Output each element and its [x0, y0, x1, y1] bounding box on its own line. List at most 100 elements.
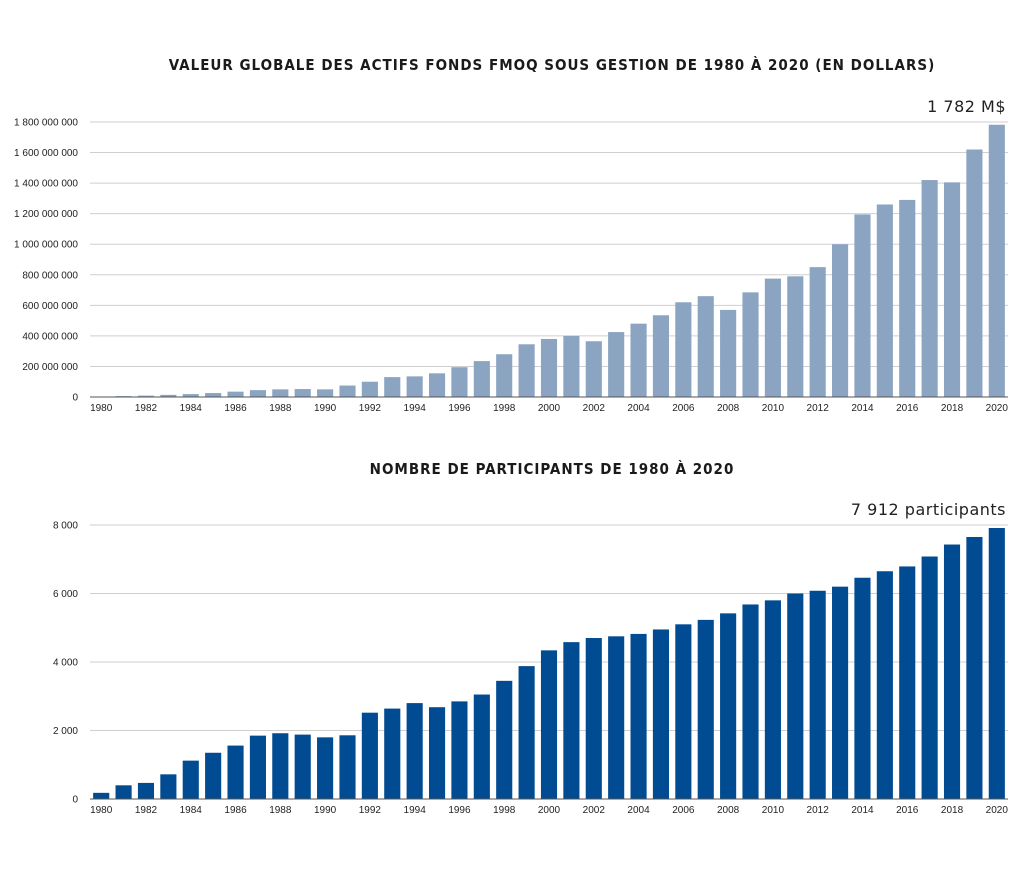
bar-1998	[496, 680, 513, 799]
bar-1986	[227, 391, 244, 397]
bar-1990	[317, 389, 334, 397]
bar-1981	[115, 785, 132, 799]
y-tick-label: 800 000 000	[22, 270, 78, 281]
bar-1992	[361, 381, 378, 397]
x-tick-label: 1992	[359, 805, 382, 816]
bar-1994	[406, 376, 423, 397]
y-tick-label: 400 000 000	[22, 331, 78, 342]
chart1-title: VALEUR GLOBALE DES ACTIFS FONDS FMOQ SOU…	[168, 56, 936, 74]
bar-1989	[294, 389, 311, 397]
y-tick-label: 200 000 000	[22, 362, 78, 373]
x-tick-label: 1984	[180, 805, 203, 816]
bar-1996	[451, 701, 468, 799]
x-tick-label: 2010	[762, 403, 785, 414]
bar-2009	[742, 604, 759, 799]
x-tick-label: 2012	[807, 805, 830, 816]
x-tick-label: 2016	[896, 403, 919, 414]
bar-1989	[294, 734, 311, 799]
x-tick-label: 1990	[314, 805, 337, 816]
bar-1982	[137, 782, 155, 799]
bar-1994	[406, 703, 423, 799]
bar-2013	[832, 244, 849, 397]
x-tick-label: 2000	[538, 805, 561, 816]
x-tick-label: 1996	[448, 403, 471, 414]
x-tick-label: 2002	[583, 403, 606, 414]
bar-1995	[428, 373, 446, 397]
bar-1983	[160, 774, 177, 799]
bar-1999	[518, 344, 535, 397]
x-tick-label: 1988	[269, 403, 292, 414]
y-tick-label: 4 000	[53, 658, 78, 669]
x-tick-label: 1982	[135, 403, 158, 414]
x-tick-label: 1998	[493, 403, 516, 414]
bar-2010	[764, 278, 781, 397]
x-tick-label: 2018	[941, 403, 964, 414]
bar-2008	[720, 613, 737, 799]
bar-2011	[787, 593, 804, 799]
y-tick-label: 1 800 000 000	[14, 118, 78, 129]
chart1-annotation: 1 782 M$	[927, 97, 1006, 116]
bar-2002	[585, 638, 602, 799]
bar-2000	[540, 650, 558, 799]
bar-1997	[473, 361, 490, 397]
bar-1985	[205, 393, 222, 397]
bar-1987	[249, 735, 266, 799]
bar-1980	[93, 792, 110, 799]
y-tick-label: 1 000 000 000	[14, 240, 78, 251]
bar-2006	[675, 624, 692, 799]
x-tick-label: 1986	[224, 403, 247, 414]
bar-2004	[630, 323, 647, 397]
bar-1987	[249, 390, 266, 397]
bar-1988	[272, 389, 289, 397]
y-tick-label: 1 200 000 000	[14, 209, 78, 220]
bar-2017	[921, 556, 938, 799]
bar-1984	[182, 394, 199, 397]
x-tick-label: 2008	[717, 805, 740, 816]
x-tick-label: 1992	[359, 403, 382, 414]
bar-2018	[943, 182, 961, 397]
bar-2014	[854, 214, 871, 397]
x-tick-label: 1988	[269, 805, 292, 816]
bar-2015	[876, 571, 893, 799]
bar-2004	[630, 633, 647, 799]
y-tick-label: 600 000 000	[22, 301, 78, 312]
bar-2014	[854, 577, 871, 799]
x-tick-label: 2006	[672, 403, 695, 414]
bar-2016	[899, 566, 916, 799]
bar-1997	[473, 694, 490, 799]
x-tick-label: 2016	[896, 805, 919, 816]
bar-2018	[943, 544, 961, 799]
bar-1986	[227, 745, 244, 799]
x-tick-label: 1996	[448, 805, 471, 816]
bar-1990	[317, 737, 334, 799]
x-tick-label: 2020	[986, 805, 1009, 816]
bar-2015	[876, 204, 893, 397]
x-tick-label: 1998	[493, 805, 516, 816]
bar-2019	[966, 536, 983, 799]
x-tick-label: 2006	[672, 805, 695, 816]
bar-1991	[339, 735, 356, 799]
x-tick-label: 2012	[807, 403, 830, 414]
bar-2008	[720, 309, 737, 397]
bar-2013	[832, 586, 849, 799]
bar-1982	[137, 395, 155, 397]
bar-2001	[563, 335, 580, 397]
x-tick-label: 2018	[941, 805, 964, 816]
bar-2009	[742, 292, 759, 397]
y-tick-label: 6 000	[53, 589, 78, 600]
bar-2012	[809, 590, 826, 799]
bar-2006	[675, 302, 692, 397]
bar-1985	[205, 752, 222, 799]
x-tick-label: 1982	[135, 805, 158, 816]
y-tick-label: 8 000	[53, 521, 78, 532]
x-tick-label: 2020	[986, 403, 1009, 414]
bar-2002	[585, 341, 602, 397]
x-tick-label: 2000	[538, 403, 561, 414]
bar-2010	[764, 600, 781, 799]
x-tick-label: 2014	[851, 805, 874, 816]
y-tick-label: 2 000	[53, 726, 78, 737]
bar-1991	[339, 385, 356, 397]
bar-1988	[272, 733, 289, 799]
x-tick-label: 2010	[762, 805, 785, 816]
